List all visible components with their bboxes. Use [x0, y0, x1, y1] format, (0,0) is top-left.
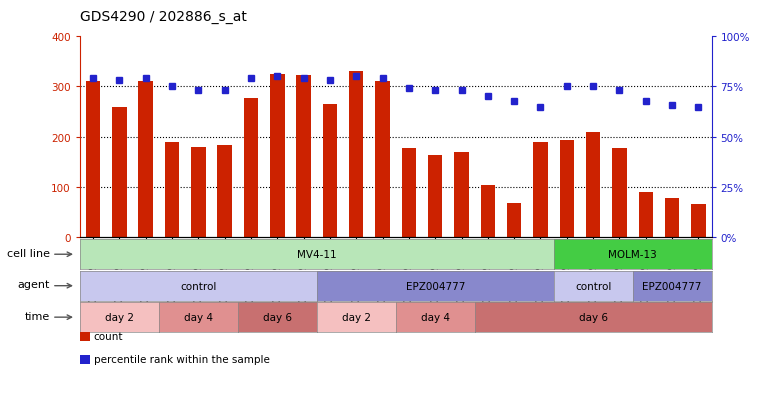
- Bar: [270, 75, 285, 237]
- Bar: [375, 82, 390, 237]
- Text: MV4-11: MV4-11: [297, 249, 336, 260]
- Bar: [586, 132, 600, 237]
- Bar: [139, 82, 153, 237]
- Bar: [612, 148, 626, 237]
- Text: agent: agent: [18, 280, 49, 290]
- Text: EPZ004777: EPZ004777: [642, 281, 702, 291]
- Text: time: time: [24, 311, 49, 321]
- Text: day 6: day 6: [263, 312, 291, 323]
- Bar: [349, 72, 364, 237]
- Bar: [296, 76, 310, 237]
- Bar: [402, 148, 416, 237]
- Bar: [533, 142, 548, 237]
- Bar: [507, 204, 521, 237]
- Text: count: count: [94, 332, 123, 342]
- Bar: [691, 205, 705, 237]
- Text: cell line: cell line: [7, 248, 49, 258]
- Bar: [218, 146, 232, 237]
- Bar: [244, 98, 258, 237]
- Text: control: control: [575, 281, 611, 291]
- Bar: [191, 147, 205, 237]
- Text: day 4: day 4: [421, 312, 450, 323]
- Bar: [428, 156, 442, 237]
- Bar: [165, 142, 180, 237]
- Text: day 6: day 6: [578, 312, 607, 323]
- Bar: [638, 192, 653, 237]
- Text: day 4: day 4: [184, 312, 213, 323]
- Bar: [481, 186, 495, 237]
- Text: MOLM-13: MOLM-13: [608, 249, 657, 260]
- Text: day 2: day 2: [105, 312, 134, 323]
- Bar: [454, 152, 469, 237]
- Text: control: control: [180, 281, 217, 291]
- Bar: [559, 141, 574, 237]
- Bar: [665, 198, 680, 237]
- Text: day 2: day 2: [342, 312, 371, 323]
- Text: GDS4290 / 202886_s_at: GDS4290 / 202886_s_at: [80, 10, 247, 24]
- Bar: [86, 82, 100, 237]
- Bar: [323, 105, 337, 237]
- Text: EPZ004777: EPZ004777: [406, 281, 465, 291]
- Bar: [112, 107, 126, 237]
- Text: percentile rank within the sample: percentile rank within the sample: [94, 354, 269, 364]
